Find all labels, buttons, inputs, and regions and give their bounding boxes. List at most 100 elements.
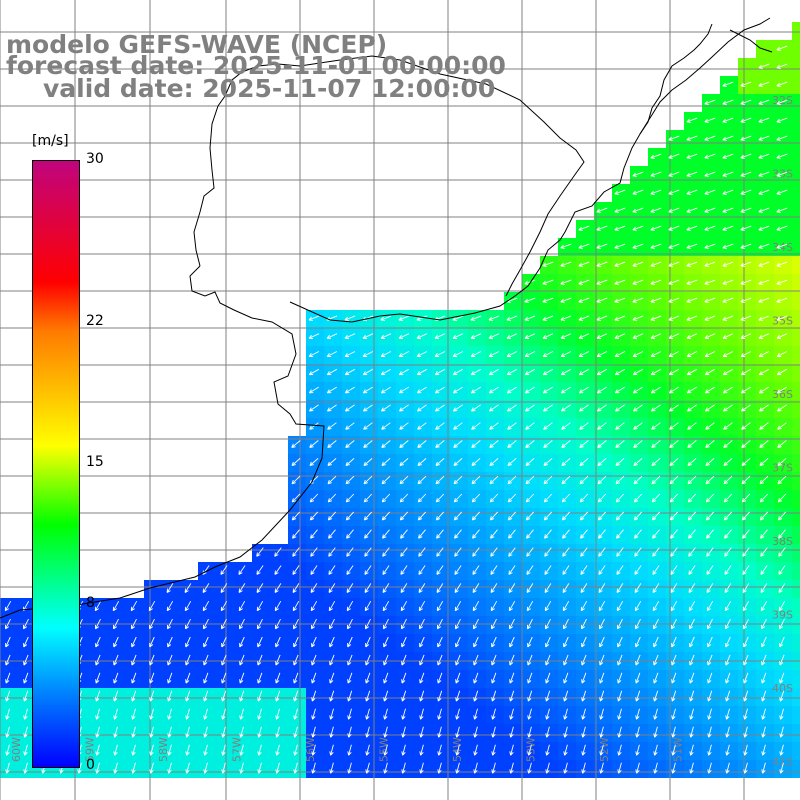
wind-speed-cell <box>792 580 800 598</box>
wind-arrow <box>705 511 715 521</box>
wind-speed-cell <box>720 346 738 364</box>
wind-speed-cell <box>648 634 666 652</box>
wind-arrow <box>652 547 660 557</box>
wind-arrow <box>724 600 732 612</box>
wind-speed-cell <box>306 562 324 580</box>
wind-speed-cell <box>684 544 702 562</box>
wind-arrow <box>668 315 680 321</box>
wind-arrow <box>488 386 499 394</box>
wind-speed-cell <box>774 184 792 202</box>
wind-arrow <box>345 422 355 430</box>
wind-arrow <box>436 583 444 593</box>
wind-speed-cell <box>324 472 342 490</box>
wind-speed-cell <box>522 706 540 724</box>
wind-speed-cell <box>414 346 432 364</box>
wind-speed-cell <box>522 472 540 490</box>
wind-arrow <box>5 690 11 702</box>
colorbar-tick-label: 8 <box>86 595 95 612</box>
wind-arrow <box>668 207 680 213</box>
wind-arrow <box>596 386 607 394</box>
wind-speed-cell <box>666 400 684 418</box>
wind-arrow <box>292 529 300 539</box>
wind-arrow <box>434 333 446 339</box>
wind-speed-cell <box>306 742 324 760</box>
wind-arrow <box>776 351 788 357</box>
wind-arrow <box>722 315 734 321</box>
wind-arrow <box>95 726 100 738</box>
wind-arrow <box>651 511 661 521</box>
wind-speed-cell <box>666 292 684 310</box>
wind-arrow <box>669 404 679 412</box>
wind-speed-cell <box>612 400 630 418</box>
wind-speed-cell <box>396 508 414 526</box>
wind-speed-cell <box>738 112 756 130</box>
wind-speed-cell <box>576 490 594 508</box>
wind-speed-cell <box>702 382 720 400</box>
wind-arrow <box>597 493 607 503</box>
wind-speed-cell <box>306 400 324 418</box>
wind-arrow <box>615 493 625 503</box>
wind-arrow <box>653 690 659 702</box>
wind-arrow <box>472 583 480 593</box>
colorbar-tick-label: 0 <box>86 757 95 773</box>
wind-speed-cell <box>252 706 270 724</box>
wind-arrow <box>311 654 317 666</box>
wind-arrow <box>275 636 281 648</box>
wind-speed-cell <box>324 706 342 724</box>
wind-arrow <box>362 386 373 394</box>
wind-speed-cell <box>756 256 774 274</box>
wind-speed-cell <box>234 670 252 688</box>
colorbar <box>32 160 80 768</box>
wind-arrow <box>616 547 624 557</box>
wind-arrow <box>562 583 570 593</box>
wind-speed-cell <box>702 364 720 382</box>
wind-speed-cell <box>540 382 558 400</box>
wind-arrow <box>238 565 246 575</box>
wind-arrow <box>311 690 317 702</box>
wind-speed-cell <box>468 760 486 778</box>
wind-arrow <box>579 493 589 503</box>
wind-arrow <box>309 404 319 412</box>
wind-speed-cell <box>666 454 684 472</box>
wind-arrow <box>239 618 245 630</box>
wind-arrow <box>597 440 607 448</box>
wind-arrow <box>777 404 787 412</box>
wind-arrow <box>686 117 698 123</box>
wind-speed-cell <box>234 634 252 652</box>
wind-speed-cell <box>612 454 630 472</box>
wind-arrow <box>758 81 770 87</box>
wind-arrow <box>617 618 623 630</box>
wind-speed-cell <box>792 724 800 742</box>
wind-arrow <box>563 708 568 720</box>
wind-arrow <box>705 493 715 503</box>
wind-arrow <box>723 422 733 430</box>
wind-speed-cell <box>594 454 612 472</box>
wind-arrow <box>328 600 336 612</box>
wind-arrow <box>725 744 730 756</box>
wind-speed-cell <box>684 436 702 454</box>
wind-arrow <box>705 422 715 430</box>
wind-arrow <box>722 261 734 267</box>
wind-speed-cell <box>216 616 234 634</box>
wind-speed-cell <box>684 184 702 202</box>
wind-arrow <box>363 511 373 521</box>
wind-speed-cell <box>792 526 800 544</box>
wind-speed-cell <box>378 724 396 742</box>
wind-arrow <box>614 279 626 285</box>
wind-arrow <box>758 243 770 249</box>
wind-arrow <box>743 636 749 648</box>
wind-arrow <box>562 565 570 575</box>
wind-speed-cell <box>576 688 594 706</box>
wind-speed-cell <box>540 634 558 652</box>
wind-arrow <box>742 565 750 575</box>
wind-arrow <box>689 762 694 774</box>
wind-arrow <box>560 333 572 339</box>
wind-arrow <box>257 690 263 702</box>
wind-speed-cell <box>288 544 306 562</box>
wind-arrow <box>527 708 532 720</box>
wind-arrow <box>635 636 641 648</box>
wind-speed-cell <box>360 400 378 418</box>
wind-speed-cell <box>504 346 522 364</box>
wind-arrow <box>707 762 712 774</box>
wind-arrow <box>435 422 445 430</box>
